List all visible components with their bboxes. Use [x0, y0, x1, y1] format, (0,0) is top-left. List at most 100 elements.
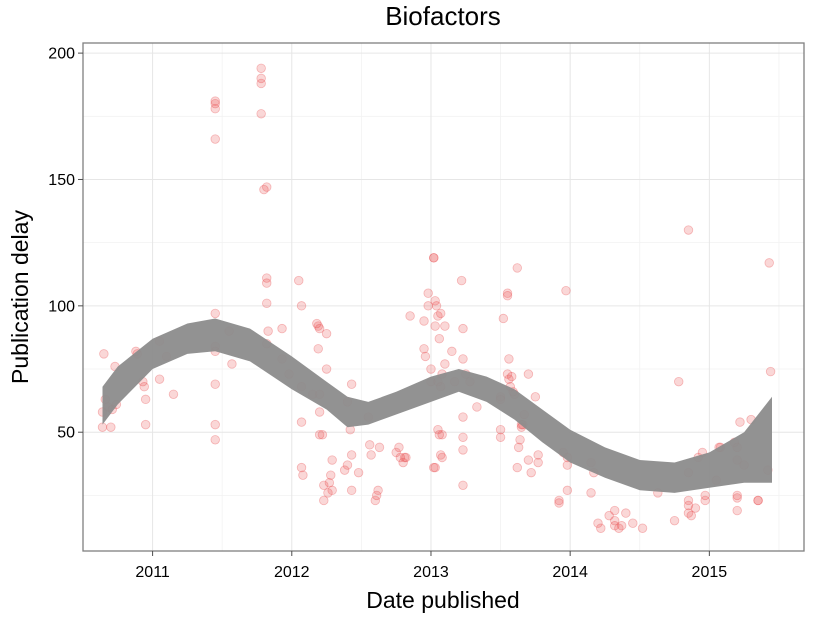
- data-point: [437, 452, 447, 463]
- data-point: [262, 298, 272, 309]
- data-point: [621, 508, 631, 518]
- data-point: [346, 379, 357, 389]
- data-point: [326, 470, 336, 480]
- data-point: [314, 407, 325, 417]
- data-point: [526, 467, 536, 478]
- data-point: [346, 450, 357, 460]
- data-point: [259, 184, 269, 195]
- data-point: [106, 422, 116, 432]
- data-point: [154, 374, 165, 384]
- data-point: [313, 321, 323, 331]
- data-point: [429, 253, 439, 263]
- data-point: [512, 263, 522, 273]
- data-point: [458, 480, 468, 490]
- data-point: [319, 495, 329, 506]
- data-point: [502, 369, 513, 379]
- data-point: [504, 354, 514, 364]
- data-point: [434, 334, 445, 344]
- data-point: [256, 63, 266, 73]
- data-point: [683, 500, 694, 511]
- data-point: [321, 328, 332, 339]
- data-point: [256, 73, 266, 84]
- data-point: [262, 182, 272, 192]
- panel-border: [82, 42, 805, 552]
- data-point: [610, 521, 620, 531]
- data-point: [139, 382, 149, 392]
- data-point: [395, 452, 406, 463]
- chart-title: Biofactors: [385, 1, 501, 31]
- data-point: [210, 419, 220, 430]
- data-point: [512, 462, 522, 473]
- data-point: [374, 442, 385, 453]
- data-point: [433, 311, 443, 321]
- data-point: [533, 450, 543, 460]
- y-tick-label: 150: [48, 172, 75, 189]
- y-tick-label: 200: [48, 46, 75, 63]
- x-tick-label: 2013: [413, 564, 449, 581]
- data-point: [314, 323, 325, 334]
- data-point: [434, 430, 445, 440]
- data-point: [735, 417, 745, 427]
- data-point: [327, 485, 337, 496]
- data-point: [458, 323, 468, 334]
- grid-lines: [83, 43, 804, 551]
- data-point: [690, 503, 701, 513]
- data-point: [593, 518, 603, 528]
- data-point: [596, 523, 606, 533]
- data-point: [277, 323, 287, 334]
- data-point: [430, 462, 440, 473]
- data-point: [732, 490, 742, 501]
- x-axis: 2011 2012 2013 2014 2015: [135, 551, 727, 581]
- data-point: [371, 490, 382, 501]
- x-tick-label: 2012: [274, 564, 310, 581]
- data-point: [227, 359, 237, 369]
- data-point: [140, 419, 151, 430]
- data-point: [530, 392, 541, 402]
- data-point: [498, 313, 509, 324]
- data-point: [296, 417, 307, 427]
- data-point: [263, 326, 273, 336]
- data-point: [420, 351, 431, 362]
- data-point: [683, 508, 694, 518]
- data-point: [168, 389, 179, 400]
- data-point: [616, 521, 627, 531]
- data-point: [429, 253, 439, 263]
- data-point: [210, 96, 220, 106]
- data-point: [405, 311, 415, 321]
- data-point: [523, 369, 534, 379]
- data-point: [458, 432, 468, 442]
- data-point: [398, 457, 408, 468]
- data-point: [370, 495, 380, 506]
- data-point: [210, 134, 220, 144]
- data-point: [561, 285, 571, 296]
- data-point: [296, 462, 307, 473]
- data-point: [502, 291, 513, 301]
- data-point: [683, 495, 694, 506]
- data-point: [391, 447, 401, 458]
- x-tick-label: 2014: [552, 564, 588, 581]
- data-point: [669, 515, 680, 526]
- data-point: [458, 354, 468, 364]
- data-point: [394, 442, 404, 453]
- data-point: [586, 488, 596, 498]
- data-point: [433, 424, 443, 435]
- data-point: [683, 225, 694, 235]
- data-point: [614, 523, 624, 533]
- data-point: [440, 321, 450, 331]
- x-tick-label: 2015: [692, 564, 728, 581]
- data-point: [210, 379, 220, 389]
- data-point: [256, 109, 266, 119]
- data-point: [431, 301, 442, 311]
- data-point: [319, 480, 329, 490]
- data-point: [700, 490, 710, 501]
- data-point: [323, 488, 333, 498]
- data-point: [513, 442, 524, 453]
- data-point: [419, 316, 429, 326]
- data-point: [458, 445, 468, 455]
- data-point: [610, 515, 620, 526]
- y-tick-label: 50: [57, 425, 75, 442]
- data-point: [430, 321, 440, 331]
- data-point: [294, 275, 304, 286]
- data-point: [753, 495, 763, 506]
- data-point: [628, 518, 638, 528]
